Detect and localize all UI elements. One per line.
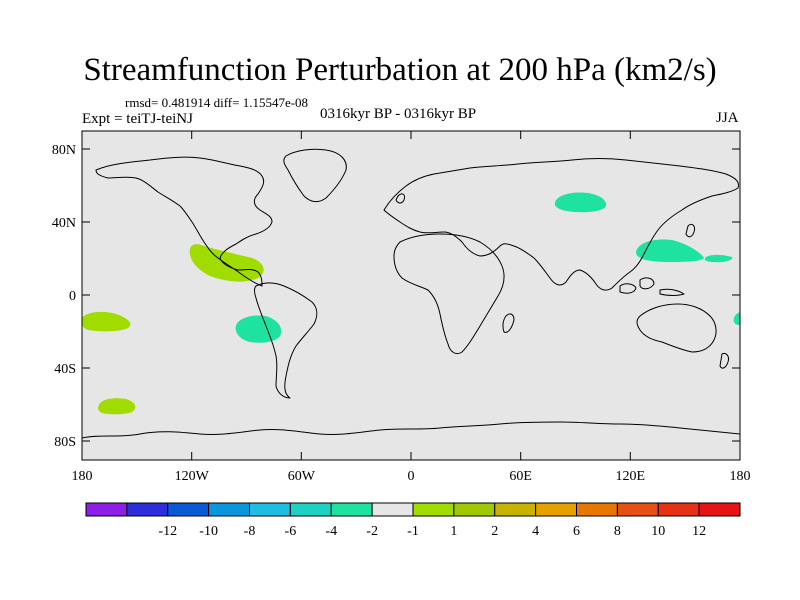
colorbar-box (453, 502, 496, 517)
colorbar-label: 10 (651, 524, 665, 539)
colorbar-box (85, 502, 128, 517)
s-pacific-pos-anomaly (82, 311, 131, 332)
colorbar-label: -12 (158, 524, 177, 539)
colorbar-box (330, 502, 373, 517)
w-pacific-neg-anomaly (636, 239, 704, 262)
colorbar-box (616, 502, 659, 517)
lon-label: 60E (509, 469, 532, 484)
colorbar: -12 -10 -8 -6 -4 -2 -1 1 2 4 6 8 10 12 (85, 502, 741, 539)
axis-ticks (81, 131, 741, 460)
page-title: Streamfunction Perturbation at 200 hPa (… (83, 52, 717, 88)
lon-label: 120E (616, 469, 646, 484)
colorbar-box (412, 502, 455, 517)
colorbar-box (249, 502, 291, 517)
colorbar-box (167, 502, 210, 517)
colorbar-label: -6 (285, 524, 297, 539)
rmsd-stats: rmsd= 0.481914 diff= 1.15547e-08 (125, 95, 309, 110)
colorbar-box (576, 502, 618, 517)
colorbar-box (208, 502, 250, 517)
coastlines (82, 148, 740, 460)
lon-label: 180 (72, 469, 93, 484)
colorbar-label: -1 (407, 524, 419, 539)
colorbar-box (494, 502, 537, 517)
lon-label: 0 (408, 469, 415, 484)
colorbar-label: 1 (450, 524, 457, 539)
dateline-neg-anomaly (733, 312, 740, 325)
colorbar-label: 2 (491, 524, 498, 539)
lat-label: 0 (69, 289, 76, 304)
colorbar-label: 12 (692, 524, 706, 539)
lat-label: 40N (52, 216, 76, 231)
colorbar-label: -4 (325, 524, 337, 539)
central-asia-neg-anomaly (554, 192, 607, 213)
colorbar-label: -8 (244, 524, 256, 539)
s-pacific-pos-anomaly-south (98, 398, 136, 415)
colorbar-box (371, 502, 414, 517)
n-atlantic-pos-anomaly (189, 244, 264, 282)
lon-label: 180 (730, 469, 751, 484)
map-background (82, 131, 740, 460)
colorbar-label: 4 (532, 524, 539, 539)
colorbar-box (698, 502, 741, 517)
colorbar-label: -10 (199, 524, 218, 539)
lat-label: 80N (52, 143, 76, 158)
colorbar-box (657, 502, 700, 517)
season-label: JJA (716, 110, 739, 126)
lat-axis: 80N 40N 0 40S 80S (52, 143, 76, 450)
period-label: 0316kyr BP - 0316kyr BP (320, 106, 477, 122)
colorbar-label: -2 (366, 524, 378, 539)
colorbar-label: 6 (573, 524, 580, 539)
lat-label: 80S (54, 435, 76, 450)
lat-label: 40S (54, 362, 76, 377)
colorbar-box (126, 502, 169, 517)
lon-axis: 180 120W 60W 0 60E 120E 180 (72, 469, 751, 484)
colorbar-box (289, 502, 332, 517)
colorbar-box (535, 502, 577, 517)
w-pacific-neg-anomaly-small (704, 254, 733, 263)
experiment-label: Expt = teiTJ-teiNJ (82, 111, 193, 127)
lon-label: 60W (288, 469, 316, 484)
lon-label: 120W (175, 469, 210, 484)
colorbar-label: 8 (614, 524, 621, 539)
